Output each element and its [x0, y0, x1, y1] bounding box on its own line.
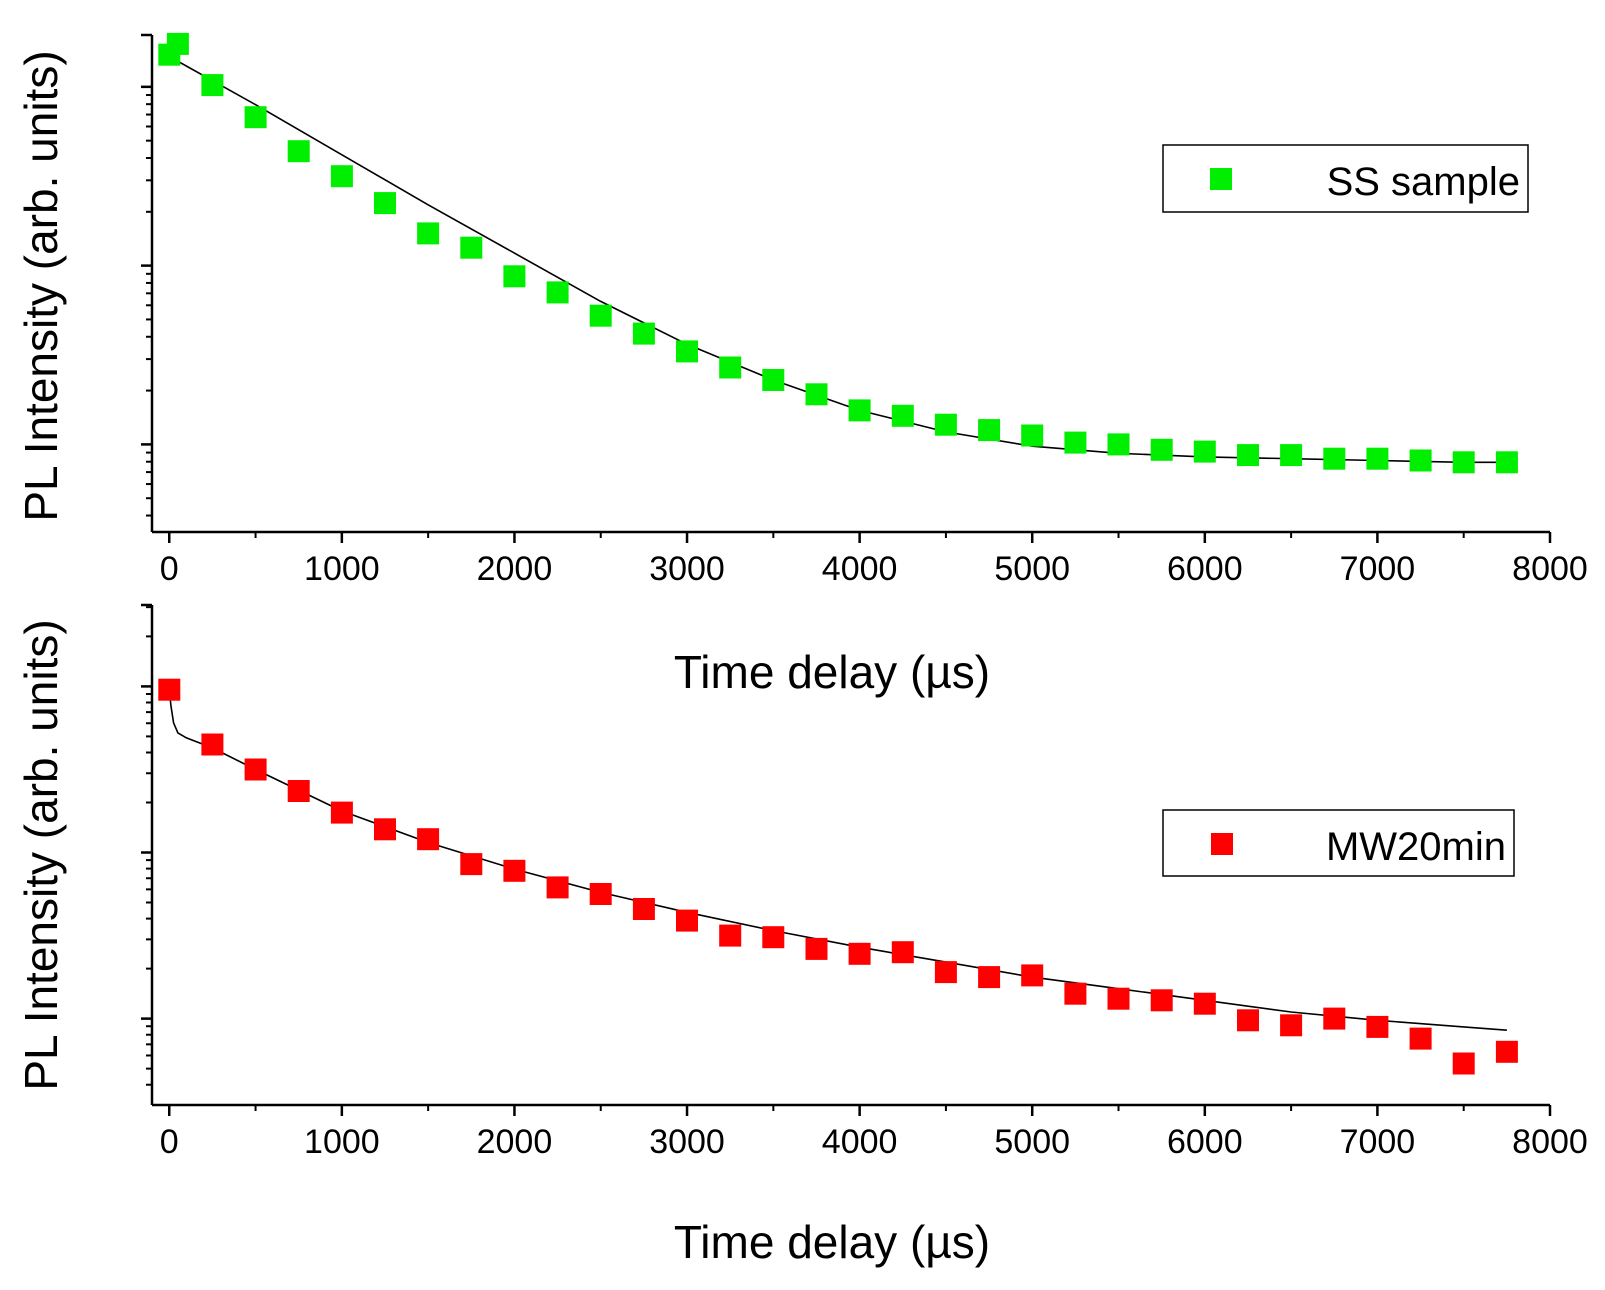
top-data-point [1064, 431, 1087, 454]
bottom-data-point [805, 937, 828, 960]
bottom-x-tick-label: 2000 [477, 1123, 553, 1161]
bottom-legend-label: MW20min [1326, 825, 1506, 869]
top-data-point [460, 236, 483, 259]
bottom-data-point [1237, 1009, 1259, 1032]
top-data-point [676, 340, 698, 363]
top-legend: SS sample [1162, 144, 1529, 213]
top-data-point [1193, 440, 1216, 463]
bottom-data-point [503, 859, 526, 882]
top-data-point [719, 356, 742, 379]
bottom-data-point [589, 883, 612, 905]
top-data-point [1366, 447, 1389, 470]
bottom-data-point [1150, 989, 1173, 1012]
top-data-point [891, 404, 914, 427]
top-x-tick-label: 2000 [477, 550, 553, 588]
top-data-point [1021, 424, 1044, 447]
bottom-x-tick-label: 5000 [994, 1123, 1070, 1161]
top-x-tick-label: 0 [160, 550, 179, 588]
bottom-data-point [1452, 1052, 1475, 1075]
top-data-point [1237, 444, 1259, 467]
top-data-point [287, 140, 310, 163]
bottom-data-point [417, 828, 440, 851]
top-data-point [805, 383, 828, 406]
bottom-data-point [1323, 1007, 1346, 1030]
bottom-data-point [762, 926, 785, 949]
bottom-x-tick-label: 8000 [1512, 1123, 1588, 1161]
bottom-legend-marker [1211, 833, 1233, 855]
bottom-x-axis-title: Time delay (µs) [674, 1216, 990, 1268]
bottom-data-point [1193, 992, 1216, 1015]
top-data-point [244, 106, 267, 129]
bottom-x-tick-label: 4000 [822, 1123, 898, 1161]
bottom-data-point [158, 678, 181, 701]
bottom-data-point [934, 961, 957, 984]
bottom-data-point [1495, 1040, 1518, 1063]
bottom-data-point [330, 801, 353, 824]
bottom-data-point [244, 758, 267, 781]
bottom-legend: MW20min [1162, 809, 1515, 877]
bottom-data-point [848, 942, 871, 965]
bottom-data-point [1021, 964, 1044, 987]
bottom-data-point [676, 909, 698, 932]
top-data-point [201, 74, 224, 97]
top-x-tick-label: 1000 [304, 550, 380, 588]
bottom-data-point [1107, 987, 1130, 1010]
top-data-point [762, 369, 785, 391]
bottom-y-axis-title: PL Intensity (arb. units) [15, 619, 67, 1090]
bottom-data-point [978, 966, 1001, 989]
top-data-point [632, 322, 655, 345]
bottom-data-point [632, 898, 655, 920]
top-data-point [1409, 449, 1432, 472]
bottom-x-tick-label: 7000 [1340, 1123, 1416, 1161]
bottom-data-point [1280, 1014, 1303, 1037]
top-data-point [978, 419, 1001, 442]
top-x-axis-title: Time delay (µs) [674, 646, 990, 698]
top-legend-label: SS sample [1327, 160, 1520, 204]
bottom-x-tick-label: 6000 [1167, 1123, 1243, 1161]
bottom-data-point [891, 941, 914, 964]
top-x-tick-label: 4000 [822, 550, 898, 588]
top-data-point [546, 281, 569, 304]
top-data-point [589, 304, 612, 327]
top-legend-marker [1210, 168, 1232, 190]
bottom-data-point [546, 876, 569, 899]
bottom-axes: 0 1000 2000 3000 4000 5000 6000 7000 8000 [141, 603, 1588, 1161]
bottom-data-point [460, 853, 483, 876]
bottom-data-point [287, 780, 310, 802]
top-x-tick-label: 7000 [1340, 550, 1416, 588]
top-panel: Time delay (µs) PL Intensity (arb. units… [15, 32, 1588, 698]
bottom-data-point [1366, 1015, 1389, 1038]
top-x-tick-label: 3000 [649, 550, 725, 588]
bottom-panel: Time delay (µs) PL Intensity (arb. units… [15, 603, 1588, 1268]
top-fit-line [168, 55, 1507, 464]
top-data-point [1452, 451, 1475, 474]
top-data-point [503, 265, 526, 288]
bottom-data-point [201, 733, 224, 756]
top-data-point [1280, 444, 1303, 467]
top-x-tick-label: 6000 [1167, 550, 1243, 588]
bottom-x-tick-label: 1000 [304, 1123, 380, 1161]
top-data-point [934, 413, 957, 436]
top-data-point [1323, 447, 1346, 470]
bottom-data-point [1064, 982, 1087, 1005]
top-y-axis-title: PL Intensity (arb. units) [15, 50, 67, 521]
top-data-point [330, 165, 353, 188]
bottom-data-point [374, 818, 396, 841]
top-x-tick-label: 8000 [1512, 550, 1588, 588]
top-data-point [374, 192, 396, 215]
top-x-tick-label: 5000 [994, 550, 1070, 588]
bottom-x-tick-label: 3000 [649, 1123, 725, 1161]
top-data-point [417, 222, 440, 245]
top-data-point [848, 399, 871, 422]
top-data-point [166, 32, 189, 55]
top-axes: 0 1000 2000 3000 4000 5000 6000 7000 8000 [141, 33, 1588, 588]
bottom-data-point [1409, 1027, 1432, 1050]
top-data-point [1107, 433, 1130, 456]
top-data-point [1495, 451, 1518, 474]
top-data-point [1150, 438, 1173, 461]
bottom-data-point [719, 924, 742, 947]
bottom-x-tick-label: 0 [160, 1123, 179, 1161]
